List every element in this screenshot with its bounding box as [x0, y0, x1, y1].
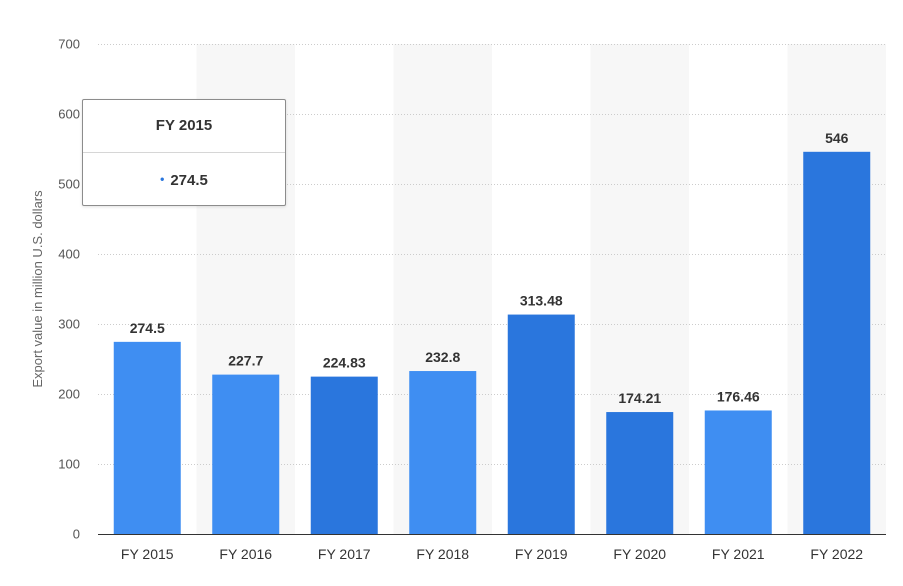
data-label: 176.46: [717, 388, 760, 404]
y-tick-label: 300: [58, 317, 80, 332]
bar-fy-2022[interactable]: [803, 151, 871, 535]
data-label: 224.83: [323, 355, 366, 371]
y-axis-ticks: 0 100 200 300 400 500 600 700: [58, 37, 80, 542]
y-tick-label: 400: [58, 247, 80, 262]
y-tick-label: 700: [58, 37, 80, 52]
data-label: 313.48: [520, 293, 563, 309]
y-axis-title: Export value in million U.S. dollars: [30, 190, 45, 388]
x-tick-label: FY 2021: [712, 546, 765, 562]
y-tick-label: 200: [58, 387, 80, 402]
x-tick-label: FY 2015: [121, 546, 174, 562]
bar-fy-2018[interactable]: [409, 371, 477, 534]
tooltip-bullet-icon: •: [160, 172, 165, 186]
data-label: 274.5: [130, 320, 165, 336]
x-tick-label: FY 2020: [613, 546, 666, 562]
x-tick-label: FY 2019: [515, 546, 568, 562]
bar-fy-2015[interactable]: [113, 341, 181, 534]
y-tick-label: 0: [73, 527, 80, 542]
bar-fy-2021[interactable]: [704, 410, 772, 534]
x-tick-label: FY 2018: [416, 546, 469, 562]
data-label: 227.7: [228, 353, 263, 369]
tooltip-title: FY 2015: [83, 100, 285, 153]
data-labels: 274.5 227.7 224.83 232.8 313.48 174.21 176.46 5…: [130, 130, 849, 406]
bar-fy-2019[interactable]: [507, 314, 575, 534]
y-tick-label: 100: [58, 457, 80, 472]
data-label: 232.8: [425, 349, 460, 365]
bar-fy-2020[interactable]: [606, 412, 674, 534]
tooltip-body: • 274.5: [83, 153, 285, 205]
gridlines: [98, 44, 886, 465]
x-tick-label: FY 2017: [318, 546, 371, 562]
y-tick-label: 600: [58, 107, 80, 122]
data-label: 174.21: [618, 390, 661, 406]
tooltip-value: 274.5: [170, 172, 208, 189]
y-tick-label: 500: [58, 177, 80, 192]
data-label: 546: [825, 130, 849, 146]
bar-fy-2017[interactable]: [310, 376, 378, 534]
x-tick-label: FY 2016: [219, 546, 272, 562]
bars: [113, 151, 871, 535]
x-tick-label: FY 2022: [810, 546, 863, 562]
tooltip: FY 2015 • 274.5: [82, 99, 286, 206]
bar-fy-2016[interactable]: [212, 374, 280, 534]
x-axis-labels: FY 2015 FY 2016 FY 2017 FY 2018 FY 2019 FY 20…: [121, 546, 863, 562]
